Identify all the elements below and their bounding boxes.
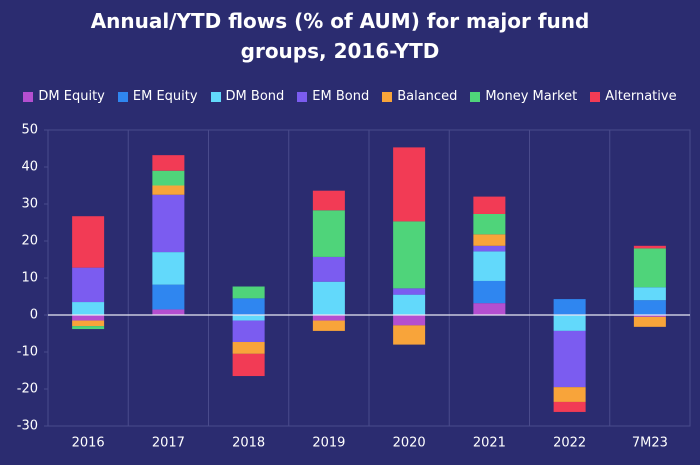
legend-item: Alternative [590,89,677,104]
legend-label: DM Equity [38,89,105,104]
bar-segment [473,280,506,304]
x-tick-label: 2021 [473,436,506,451]
bar-segment [393,288,426,295]
bar-segment [312,281,345,315]
bar-segment [232,286,265,299]
legend-label: EM Bond [312,89,370,104]
legend-item: EM Bond [297,89,369,104]
y-tick-label: -30 [17,419,38,434]
legend-item: DM Equity [23,89,105,104]
legend: DM Equity EM Equity DM Bond EM Bond Balanced… [0,89,700,104]
bar-segment [553,387,586,402]
legend-swatch [382,91,393,102]
bar-segment [393,221,426,289]
bar-segment [232,320,265,343]
bar-segment [152,252,185,285]
bar-segment [312,190,345,211]
bar-segment [553,315,586,331]
bar-segment [232,353,265,377]
bar-segment [72,302,105,315]
legend-label: Alternative [605,89,677,104]
bar-segment [312,256,345,282]
bar-segment [473,245,506,252]
x-tick-label: 2018 [232,436,265,451]
bar-segment [312,315,345,321]
legend-label: EM Equity [132,89,198,104]
bar-segment [152,185,185,195]
chart-title: Annual/YTD flows (% of AUM) for major fu… [90,9,590,63]
bar-segment [553,330,586,388]
x-tick-label: 2016 [72,436,105,451]
x-tick-label: 2022 [553,436,586,451]
y-tick-label: 30 [21,197,38,212]
x-tick-label: 2017 [152,436,185,451]
legend-swatch [210,91,221,102]
legend-item: EM Equity [117,89,198,104]
bar-segment [393,294,426,315]
bar-segment [72,320,105,327]
x-tick-label: 2020 [393,436,426,451]
bar-segment [152,194,185,253]
bar-segment [152,170,185,186]
legend-item: Balanced [382,89,457,104]
bar-segment [633,300,666,315]
bar-segment [633,287,666,301]
bar-segment [633,316,666,327]
bar-segment [553,299,586,315]
legend-swatch [470,91,481,102]
legend-label: DM Bond [225,89,285,104]
bar-segment [232,342,265,354]
bar-segment [393,325,426,345]
x-tick-label: 7M23 [632,436,668,451]
bar-segment [232,315,265,321]
legend-swatch [297,91,308,102]
bar-segment [152,155,185,171]
bar-segment [152,309,185,315]
bar-segment [393,147,426,222]
legend-item: DM Bond [210,89,285,104]
bar-segment [473,303,506,315]
bar-segment [473,213,506,235]
bar-segment [312,210,345,257]
y-tick-label: -10 [17,345,38,360]
bar-segment [393,315,426,326]
y-tick-label: 50 [21,123,38,138]
bar-segment [232,298,265,315]
y-tick-label: 40 [21,160,38,175]
legend-label: Balanced [397,89,458,104]
x-tick-label: 2019 [312,436,345,451]
y-tick-label: -20 [17,382,38,397]
bar-segment [152,284,185,310]
y-tick-label: 10 [21,271,38,286]
y-tick-label: 20 [21,234,38,249]
bar-segment [312,320,345,331]
bar-segment [72,315,105,321]
bar-segment [72,216,105,268]
bar-segment [72,326,105,330]
bar-segment [633,248,666,288]
bar-segment [633,245,666,249]
legend-swatch [117,91,128,102]
bar-segment [473,196,506,214]
bar-segment [553,401,586,412]
bar-segment [72,267,105,303]
y-tick-label: 0 [30,308,38,323]
legend-swatch [590,91,601,102]
bar-segment [633,315,666,317]
bar-segment [473,234,506,246]
legend-item: Money Market [470,89,577,104]
legend-swatch [23,91,34,102]
legend-label: Money Market [485,89,578,104]
bar-segment [473,251,506,281]
